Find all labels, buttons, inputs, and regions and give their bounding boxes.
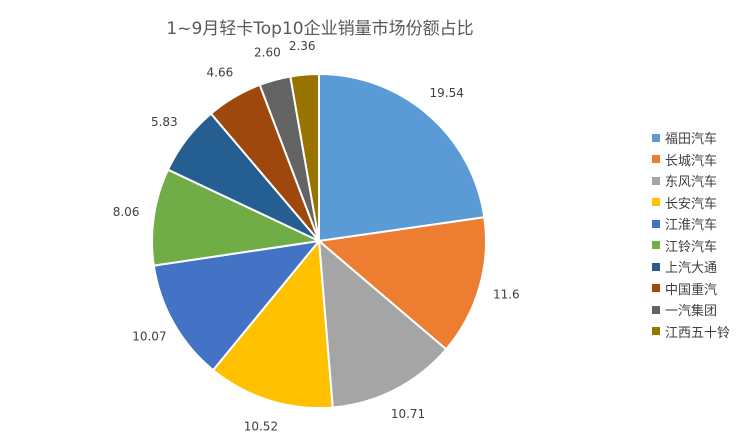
data-label-4: 10.52 bbox=[244, 420, 278, 434]
legend-label: 一汽集团 bbox=[665, 304, 718, 320]
pie-slice-4 bbox=[211, 238, 334, 409]
legend-swatch bbox=[652, 327, 660, 336]
legend-label: 中国重汽 bbox=[665, 282, 718, 298]
legend-label: 江铃汽车 bbox=[665, 239, 718, 255]
legend-swatch bbox=[652, 155, 660, 164]
legend-label: 东风汽车 bbox=[665, 175, 718, 191]
legend-item: 江铃汽车 bbox=[652, 235, 730, 257]
data-label-6: 8.06 bbox=[113, 205, 140, 219]
data-label-2: 11.6 bbox=[493, 288, 520, 302]
legend-label: 江淮汽车 bbox=[665, 218, 718, 234]
data-label-1: 19.54 bbox=[430, 86, 464, 100]
data-label-5: 10.07 bbox=[132, 330, 166, 344]
legend-item: 一汽集团 bbox=[652, 299, 730, 321]
legend-label: 长城汽车 bbox=[665, 153, 718, 169]
legend-item: 长城汽车 bbox=[652, 149, 730, 171]
legend-item: 长安汽车 bbox=[652, 192, 730, 214]
legend: 福田汽车长城汽车东风汽车长安汽车江淮汽车江铃汽车上汽大通中国重汽一汽集团江西五十… bbox=[652, 127, 730, 342]
legend-label: 福田汽车 bbox=[665, 132, 718, 148]
data-label-10: 2.36 bbox=[289, 39, 316, 53]
pie-slice-10 bbox=[289, 72, 320, 242]
legend-swatch bbox=[652, 262, 660, 271]
legend-item: 中国重汽 bbox=[652, 278, 730, 300]
legend-swatch bbox=[652, 284, 660, 293]
legend-item: 江西五十铃 bbox=[652, 321, 730, 343]
data-label-9: 2.60 bbox=[254, 45, 281, 59]
legend-swatch bbox=[652, 219, 660, 228]
data-label-8: 4.66 bbox=[207, 66, 234, 80]
legend-label: 上汽大通 bbox=[665, 261, 718, 277]
pie-slice-2 bbox=[316, 216, 487, 351]
legend-swatch bbox=[652, 176, 660, 185]
legend-swatch bbox=[652, 133, 660, 142]
legend-swatch bbox=[652, 305, 660, 314]
legend-swatch bbox=[652, 241, 660, 250]
data-label-3: 10.71 bbox=[391, 407, 425, 421]
legend-item: 江淮汽车 bbox=[652, 213, 730, 235]
legend-label: 长安汽车 bbox=[665, 196, 718, 212]
chart-title: 1~9月轻卡Top10企业销量市场份额占比 bbox=[166, 19, 474, 39]
legend-label: 江西五十铃 bbox=[665, 325, 731, 341]
data-label-7: 5.83 bbox=[151, 115, 178, 129]
legend-item: 东风汽车 bbox=[652, 170, 730, 192]
legend-swatch bbox=[652, 198, 660, 207]
pie-slice-3 bbox=[317, 238, 448, 409]
pie-slice-6 bbox=[151, 168, 323, 267]
legend-item: 福田汽车 bbox=[652, 127, 730, 149]
pie-slice-1 bbox=[318, 72, 486, 243]
pie-slice-5 bbox=[152, 239, 322, 372]
legend-item: 上汽大通 bbox=[652, 256, 730, 278]
